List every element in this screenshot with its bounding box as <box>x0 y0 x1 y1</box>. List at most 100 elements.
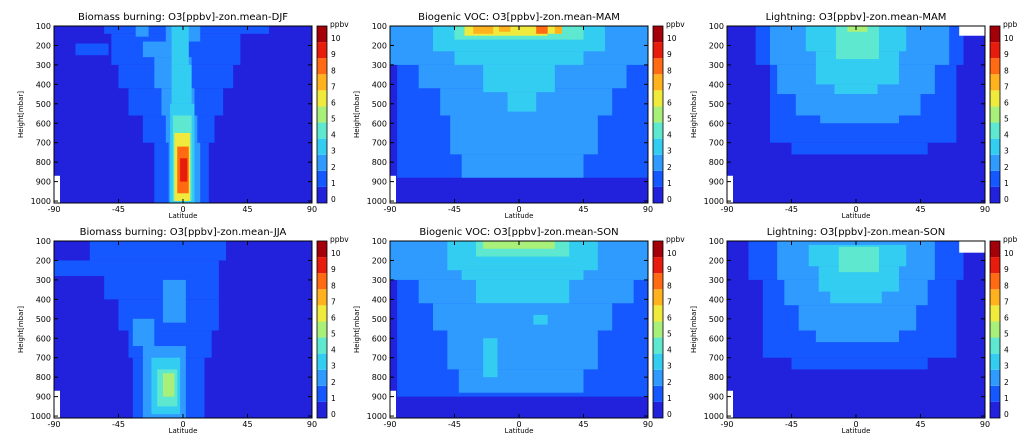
y-tick-label: 600 <box>372 334 387 343</box>
colorbar-swatch <box>990 90 1000 107</box>
colorbar-swatch <box>317 289 327 306</box>
colorbar-swatch <box>990 353 1000 370</box>
heatmap-cell <box>847 26 868 32</box>
colorbar-swatch <box>990 170 1000 187</box>
heatmap-cell <box>830 291 882 304</box>
panel-title: Biomass burning: O3[ppbv]-zon.mean-DJF <box>78 12 288 23</box>
panel-title: Biomass burning: O3[ppbv]-zon.mean-JJA <box>80 227 287 238</box>
x-tick-label: -90 <box>720 205 733 214</box>
y-tick-label: 900 <box>709 178 724 187</box>
colorbar-tick-label: 5 <box>667 115 672 124</box>
colorbar-swatch <box>990 26 1000 43</box>
colorbar-tick-label: 3 <box>667 147 672 156</box>
y-tick-label: 200 <box>36 41 51 50</box>
y-tick-label: 300 <box>709 276 724 285</box>
y-tick-label: 800 <box>36 373 51 382</box>
y-tick-label: 100 <box>36 237 51 246</box>
y-tick-label: 300 <box>372 61 387 70</box>
heatmap-cell <box>498 26 511 32</box>
heatmap-panel-3: Lightning: O3[ppbv]-zon.mean-MAM -90 -45 0 4… <box>690 12 1017 220</box>
colorbar-swatch <box>653 321 663 338</box>
colorbar-frame <box>652 25 664 204</box>
colorbar-tick-label: 7 <box>667 297 672 306</box>
colorbar-swatch <box>317 401 327 418</box>
y-tick-label: 800 <box>709 158 724 167</box>
panel-title: Biogenic VOC: O3[ppbv]-zon.mean-MAM <box>418 12 620 23</box>
colorbar-unit: ppbv <box>666 20 685 29</box>
heatmap-panel-2: Biogenic VOC: O3[ppbv]-zon.mean-MAM -90 -4… <box>353 12 685 220</box>
colorbar-tick-label: 4 <box>331 346 336 355</box>
x-tick-label: -90 <box>383 420 396 429</box>
x-tick-label: 0 <box>853 205 858 214</box>
x-tick-label: 45 <box>242 420 252 429</box>
colorbar-tick-label: 9 <box>1004 50 1009 59</box>
y-tick-label: 300 <box>36 61 51 70</box>
y-tick-label: 1000 <box>704 412 724 421</box>
missing-data-cell <box>390 175 396 203</box>
x-axis-label: Latitude <box>842 212 871 220</box>
heatmap-cell <box>536 26 548 34</box>
colorbar-swatch <box>317 122 327 139</box>
y-tick-label: 400 <box>372 295 387 304</box>
colorbar-tick-label: 10 <box>331 34 341 43</box>
colorbar-tick-label: 9 <box>331 50 336 59</box>
colorbar-tick-label: 6 <box>667 313 672 322</box>
colorbar-tick-label: 1 <box>1004 394 1009 403</box>
colorbar-tick-label: 10 <box>1004 249 1014 258</box>
x-axis-label: Latitude <box>505 427 534 435</box>
heatmap-cell <box>473 26 494 34</box>
missing-data-cell <box>54 175 60 203</box>
colorbar-tick-label: 3 <box>331 147 336 156</box>
y-tick-label: 200 <box>372 256 387 265</box>
colorbar-swatch <box>317 273 327 290</box>
y-tick-label: 100 <box>372 22 387 31</box>
x-tick-label: -45 <box>112 420 125 429</box>
colorbar-tick-label: 3 <box>1004 362 1009 371</box>
colorbar-swatch <box>990 241 1000 258</box>
colorbar-swatch <box>317 241 327 258</box>
y-tick-label: 700 <box>372 139 387 148</box>
colorbar-tick-label: 10 <box>667 34 677 43</box>
y-tick-label: 900 <box>36 393 51 402</box>
colorbar-frame <box>316 240 328 419</box>
y-tick-label: 800 <box>372 158 387 167</box>
colorbar-swatch <box>317 186 327 203</box>
colorbar-swatch <box>317 337 327 354</box>
x-tick-label: -45 <box>785 420 798 429</box>
heatmap-cell <box>162 279 186 323</box>
heatmap-cell <box>458 369 584 393</box>
heatmap-cell <box>795 94 921 116</box>
x-tick-label: 45 <box>915 205 925 214</box>
colorbar-swatch <box>653 369 663 386</box>
x-tick-label: 45 <box>578 420 588 429</box>
colorbar-swatch <box>653 170 663 187</box>
x-tick-label: 90 <box>643 205 653 214</box>
y-tick-label: 800 <box>372 373 387 382</box>
colorbar-tick-label: 9 <box>667 265 672 274</box>
colorbar-tick-label: 4 <box>667 346 672 355</box>
colorbar-tick-label: 9 <box>667 50 672 59</box>
colorbar-tick-label: 6 <box>1004 313 1009 322</box>
colorbar-swatch <box>317 353 327 370</box>
colorbar-tick-label: 10 <box>1004 34 1014 43</box>
colorbar-swatch <box>990 154 1000 171</box>
y-tick-label: 900 <box>709 393 724 402</box>
heatmap-cell <box>838 246 879 273</box>
colorbar-tick-label: 6 <box>667 98 672 107</box>
x-tick-label: -90 <box>720 420 733 429</box>
x-tick-label: 0 <box>180 205 185 214</box>
colorbar-swatch <box>317 321 327 338</box>
y-tick-label: 500 <box>709 315 724 324</box>
colorbar-tick-label: 4 <box>331 131 336 140</box>
colorbar-swatch <box>317 138 327 155</box>
y-tick-label: 700 <box>709 354 724 363</box>
colorbar-swatch <box>653 337 663 354</box>
heatmap-cell <box>171 64 192 104</box>
colorbar-swatch <box>990 257 1000 274</box>
y-tick-label: 1000 <box>367 197 387 206</box>
heatmap-cell <box>171 26 189 65</box>
colorbar-swatch <box>317 106 327 123</box>
colorbar-tick-label: 0 <box>331 195 336 204</box>
colorbar-tick-label: 5 <box>1004 115 1009 124</box>
